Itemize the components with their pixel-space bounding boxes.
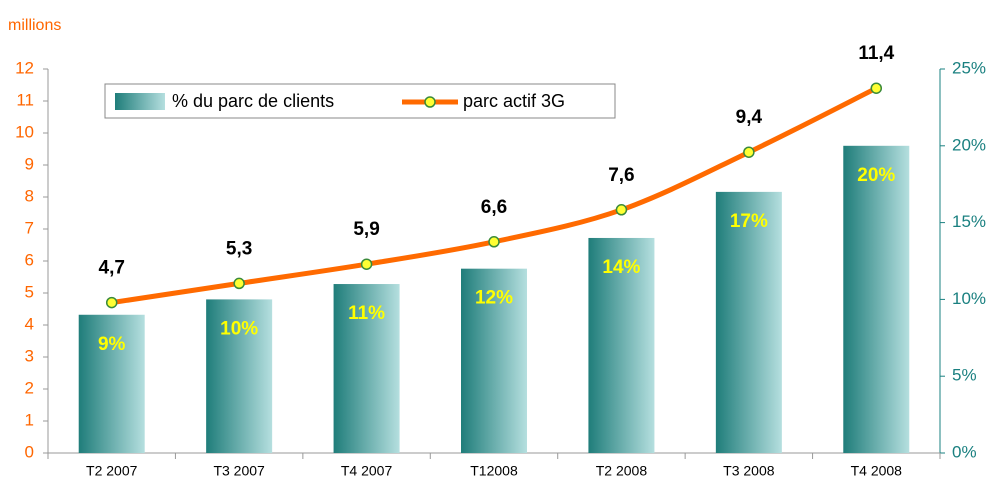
y-tick-label: 1 bbox=[25, 410, 34, 429]
line-marker bbox=[488, 236, 500, 248]
line-value-label: 4,7 bbox=[99, 258, 125, 279]
y2-tick-label: 0% bbox=[952, 442, 977, 461]
bar-value-label: 11% bbox=[348, 303, 385, 324]
x-tick-label: T2 2008 bbox=[596, 463, 648, 479]
y-tick-label: 0 bbox=[25, 442, 34, 461]
bar-value-label: 17% bbox=[730, 211, 768, 232]
y-tick-label: 3 bbox=[25, 346, 34, 365]
legend-marker bbox=[424, 96, 436, 108]
line-value-label: 7,6 bbox=[608, 165, 634, 186]
legend-label: parc actif 3G bbox=[463, 91, 565, 111]
y-tick-label: 8 bbox=[25, 186, 34, 205]
y-tick-label: 5 bbox=[25, 282, 34, 301]
y-tick-label: 12 bbox=[15, 58, 34, 77]
x-tick-label: T4 2008 bbox=[851, 463, 903, 479]
x-tick-label: T12008 bbox=[470, 463, 518, 479]
line-value-label: 9,4 bbox=[736, 107, 763, 128]
bar-value-label: 10% bbox=[220, 318, 258, 339]
y-tick-label: 7 bbox=[25, 218, 34, 237]
y2-tick-label: 20% bbox=[952, 135, 986, 154]
legend-swatch bbox=[115, 93, 165, 110]
bar bbox=[843, 145, 910, 454]
line-marker bbox=[870, 82, 883, 94]
y-tick-label: 10 bbox=[15, 122, 34, 141]
line-marker bbox=[743, 146, 755, 158]
y2-tick-label: 15% bbox=[952, 212, 986, 231]
bar-value-label: 20% bbox=[857, 165, 895, 186]
line-marker bbox=[615, 204, 628, 216]
bar-value-label: 9% bbox=[98, 334, 126, 355]
y2-tick-label: 5% bbox=[952, 366, 977, 385]
bar bbox=[206, 299, 273, 453]
line-value-label: 6,6 bbox=[481, 197, 507, 218]
y-tick-label: 6 bbox=[25, 250, 34, 269]
y2-tick-label: 10% bbox=[952, 289, 986, 308]
bar bbox=[461, 268, 527, 453]
bar bbox=[715, 191, 782, 453]
x-tick-label: T2 2007 bbox=[86, 463, 138, 479]
line-value-label: 5,3 bbox=[226, 238, 252, 259]
line-marker bbox=[105, 296, 118, 309]
y-tick-label: 9 bbox=[25, 154, 34, 173]
x-tick-label: T3 2007 bbox=[213, 463, 265, 479]
line-value-label: 11,4 bbox=[858, 43, 894, 64]
y-tick-label: 11 bbox=[16, 90, 34, 109]
bar-value-label: 12% bbox=[475, 288, 513, 309]
bar bbox=[333, 284, 400, 453]
bar bbox=[78, 314, 145, 453]
x-tick-label: T4 2007 bbox=[341, 463, 393, 479]
line-value-label: 5,9 bbox=[353, 219, 379, 240]
line-marker bbox=[360, 258, 373, 270]
legend-label: % du parc de clients bbox=[172, 91, 334, 111]
legend-box bbox=[104, 83, 616, 119]
y-tick-label: 2 bbox=[25, 378, 34, 397]
y2-tick-label: 25% bbox=[952, 58, 986, 77]
y-tick-label: 4 bbox=[25, 314, 34, 333]
y-axis-label: millions bbox=[8, 17, 61, 34]
bar bbox=[588, 237, 655, 453]
line-marker bbox=[233, 277, 245, 290]
bar-value-label: 14% bbox=[602, 257, 640, 278]
legend: % du parc de clients parc actif 3G bbox=[104, 83, 616, 119]
x-tick-label: T3 2008 bbox=[723, 463, 775, 479]
